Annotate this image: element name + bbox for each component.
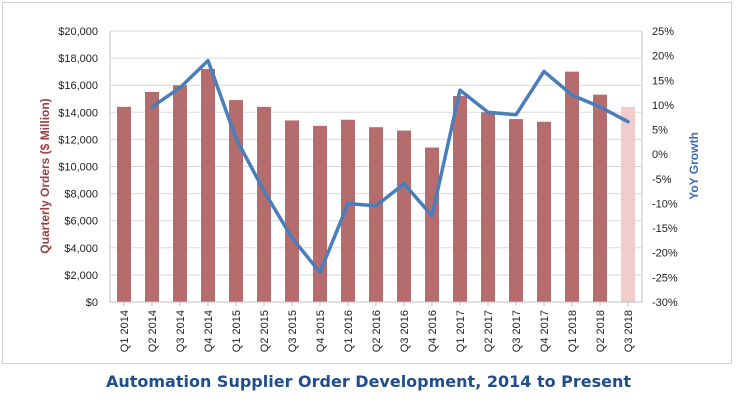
x-tick-label: Q1 2018 bbox=[567, 310, 579, 352]
y-tick-label: $20,000 bbox=[58, 26, 98, 38]
bar bbox=[201, 68, 215, 302]
y-axis-label: Quarterly Orders ($ Million) bbox=[38, 98, 52, 253]
bar bbox=[397, 130, 411, 302]
growth-line bbox=[150, 58, 630, 275]
x-tick-label: Q2 2014 bbox=[147, 310, 159, 352]
y-tick-label: $6,000 bbox=[64, 216, 98, 228]
x-tick-label: Q3 2015 bbox=[287, 310, 299, 352]
bar bbox=[117, 106, 131, 302]
y2-tick-label: -15% bbox=[652, 223, 678, 235]
x-tick-label: Q2 2016 bbox=[371, 310, 383, 352]
x-tick-label: Q3 2017 bbox=[511, 310, 523, 352]
y-tick-label: $8,000 bbox=[64, 189, 98, 201]
bar bbox=[537, 121, 551, 302]
y-tick-label: $18,000 bbox=[58, 53, 98, 65]
x-tick-label: Q3 2018 bbox=[623, 310, 635, 352]
bar bbox=[145, 91, 159, 302]
y2-tick-label: -5% bbox=[652, 174, 672, 186]
y-tick-label: $12,000 bbox=[58, 134, 98, 146]
y2-tick-label: 0% bbox=[652, 149, 668, 161]
bar bbox=[481, 112, 495, 302]
y-tick-label: $16,000 bbox=[58, 80, 98, 92]
x-tick-label: Q1 2016 bbox=[343, 310, 355, 352]
y2-axis-label: YoY Growth bbox=[687, 132, 701, 200]
x-tick-label: Q2 2015 bbox=[259, 310, 271, 352]
axes: $0 $2,000 $4,000 $6,000 $8,000 $10,000 $12,000… bbox=[58, 26, 678, 352]
chart-title: Automation Supplier Order Development, 2… bbox=[105, 372, 632, 391]
x-tick-label: Q2 2018 bbox=[595, 310, 607, 352]
bar bbox=[257, 106, 271, 302]
bar-series bbox=[117, 68, 635, 303]
x-tick-label: Q4 2016 bbox=[427, 310, 439, 352]
y2-tick-label: 5% bbox=[652, 125, 668, 137]
bar bbox=[285, 120, 299, 303]
y-tick-label: $0 bbox=[86, 297, 98, 309]
bar bbox=[173, 85, 187, 302]
x-tick-label: Q4 2017 bbox=[539, 310, 551, 352]
line-series bbox=[150, 58, 630, 275]
x-tick-label: Q3 2016 bbox=[399, 310, 411, 352]
y2-tick-label: 25% bbox=[652, 26, 674, 38]
bar bbox=[313, 125, 327, 302]
y-tick-label: $4,000 bbox=[64, 243, 98, 255]
chart-plot: $0 $2,000 $4,000 $6,000 $8,000 $10,000 $12,000… bbox=[38, 26, 701, 352]
y-tick-label: $10,000 bbox=[58, 162, 98, 174]
y2-tick-label: 10% bbox=[652, 100, 674, 112]
x-tick-label: Q3 2014 bbox=[175, 310, 187, 352]
x-tick-label: Q2 2017 bbox=[483, 310, 495, 352]
bar bbox=[509, 119, 523, 302]
y-tick-label: $14,000 bbox=[58, 107, 98, 119]
bar bbox=[369, 127, 383, 302]
y2-tick-label: -25% bbox=[652, 272, 678, 284]
y2-tick-label: 20% bbox=[652, 51, 674, 63]
y2-tick-label: 15% bbox=[652, 75, 674, 87]
bar bbox=[341, 119, 355, 302]
x-tick-label: Q1 2015 bbox=[231, 310, 243, 352]
x-tick-label: Q4 2015 bbox=[315, 310, 327, 352]
x-tick-label: Q4 2014 bbox=[203, 310, 215, 352]
bar bbox=[621, 106, 635, 302]
bar bbox=[593, 94, 607, 302]
y2-tick-label: -30% bbox=[652, 297, 678, 309]
y-tick-label: $2,000 bbox=[64, 270, 98, 282]
x-tick-label: Q1 2014 bbox=[119, 310, 131, 352]
bar bbox=[565, 71, 579, 303]
bar bbox=[453, 96, 467, 302]
bar bbox=[425, 147, 439, 302]
y2-tick-label: -10% bbox=[652, 198, 678, 210]
y2-tick-label: -20% bbox=[652, 248, 678, 260]
bar bbox=[229, 100, 243, 302]
x-tick-label: Q1 2017 bbox=[455, 310, 467, 352]
